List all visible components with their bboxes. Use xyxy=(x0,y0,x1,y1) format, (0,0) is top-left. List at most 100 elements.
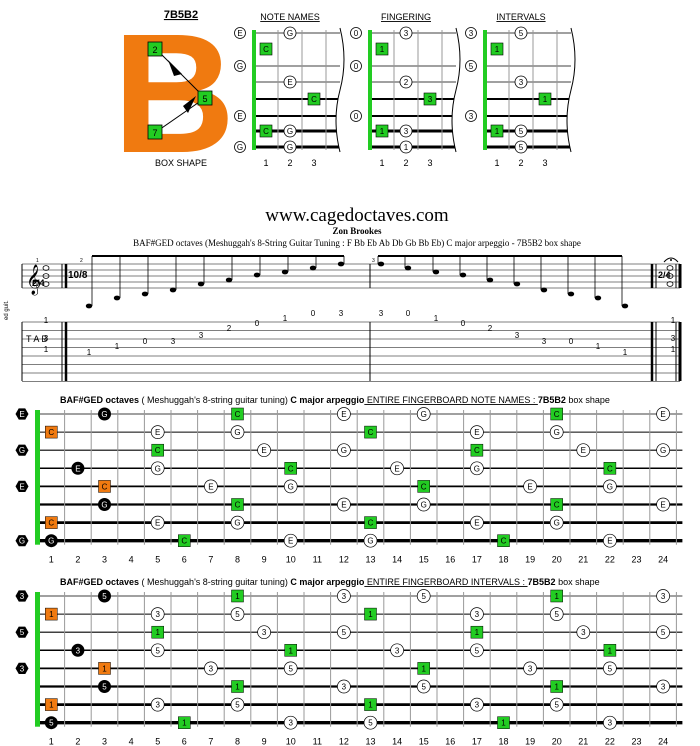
note-label: C xyxy=(48,428,54,437)
measure-number: 3 xyxy=(372,258,375,264)
title-part: C major arpeggio xyxy=(290,577,365,587)
note-label: 1 xyxy=(554,683,559,692)
tab-fret: 3 xyxy=(671,334,676,343)
open-string-marker xyxy=(15,626,29,638)
note-marker xyxy=(470,515,484,530)
note-marker xyxy=(283,479,298,494)
finger-marker xyxy=(307,92,321,106)
open-marker-label: G xyxy=(237,143,243,152)
note-label: 5 xyxy=(235,701,240,710)
note-label: E xyxy=(155,519,160,528)
note-label: 3 xyxy=(661,592,666,601)
note-marker xyxy=(576,625,591,640)
note-marker xyxy=(656,407,670,421)
note-label: G xyxy=(101,501,107,510)
fret-number: 19 xyxy=(525,555,535,565)
note-marker xyxy=(230,425,245,439)
nut xyxy=(252,30,256,150)
note-marker xyxy=(44,716,58,730)
finger-marker-label: 1 xyxy=(380,127,385,136)
root-marker xyxy=(550,407,563,421)
instrument-label: ed guit. xyxy=(4,300,10,320)
open-marker-label: G xyxy=(237,62,243,71)
finger-marker xyxy=(399,140,413,154)
title-part: BAF#GED octaves xyxy=(60,577,139,587)
small-chord-diagrams: NOTE NAMES FINGERING INTERVALS EGEGGCECC… xyxy=(234,12,576,168)
note-head xyxy=(42,265,50,271)
fret-number: 17 xyxy=(472,737,482,746)
open-marker-label: 5 xyxy=(469,62,474,71)
measure-number: 1 xyxy=(36,258,39,264)
fret-number: 2 xyxy=(403,158,408,168)
note-marker xyxy=(549,515,564,530)
open-marker xyxy=(350,60,362,72)
root-marker xyxy=(284,644,297,657)
note-label: 1 xyxy=(49,701,54,710)
tab-fret: 1 xyxy=(671,345,676,354)
tab-fret: 1 xyxy=(115,342,120,351)
note-marker xyxy=(363,533,378,548)
root-marker xyxy=(417,480,430,493)
note-marker xyxy=(549,697,564,712)
fret-number: 21 xyxy=(578,737,588,746)
fret-number: 1 xyxy=(379,158,384,168)
note-label: 1 xyxy=(554,592,559,601)
open-marker-label: 0 xyxy=(354,112,359,121)
fret-number: 5 xyxy=(155,555,160,565)
finger-marker xyxy=(283,26,297,40)
fret-number: 7 xyxy=(208,737,213,746)
fret-number: 6 xyxy=(182,737,187,746)
finger-marker xyxy=(423,92,437,106)
finger-marker xyxy=(399,75,413,89)
finger-marker xyxy=(514,26,528,40)
title-part: ( Meshuggah's 8-string guitar tuning) xyxy=(139,395,290,405)
note-label: 5 xyxy=(235,610,240,619)
note-marker xyxy=(150,425,165,439)
fret-number: 12 xyxy=(339,737,349,746)
note-head xyxy=(42,281,50,287)
tab-fret: 2 xyxy=(227,324,232,333)
finger-marker-label: 3 xyxy=(428,95,433,104)
finger-marker xyxy=(490,124,504,138)
open-marker-label: E xyxy=(237,29,242,38)
root-marker xyxy=(550,498,563,511)
note-label: 3 xyxy=(528,664,533,673)
note-label: E xyxy=(527,482,532,491)
tab-fret: 0 xyxy=(255,319,260,328)
note-label: 1 xyxy=(501,719,506,728)
fret-number: 4 xyxy=(129,737,134,746)
finger-marker xyxy=(259,124,273,138)
note-marker xyxy=(150,643,165,658)
root-marker xyxy=(603,644,617,657)
note-head xyxy=(567,291,575,297)
fret-number: 3 xyxy=(542,158,547,168)
root-marker xyxy=(231,589,244,603)
note-head xyxy=(85,303,93,309)
note-names-title: NOTE NAMES xyxy=(260,12,320,22)
note-label: E xyxy=(75,464,80,473)
note-label: 5 xyxy=(608,664,613,673)
finger-marker-label: 3 xyxy=(404,29,409,38)
open-string-marker xyxy=(15,535,29,547)
note-label: 3 xyxy=(608,719,613,728)
box-shape-marker-label: 5 xyxy=(202,94,207,104)
note-head xyxy=(666,281,674,287)
finger-marker-label: C xyxy=(263,127,269,136)
note-head xyxy=(666,265,674,271)
note-label: E xyxy=(581,446,586,455)
note-head xyxy=(594,295,602,301)
note-label: G xyxy=(421,501,427,510)
fret-number: 3 xyxy=(102,737,107,746)
tab-fret: 3 xyxy=(199,331,204,340)
tab-fret: 1 xyxy=(623,348,628,357)
finger-marker-label: 1 xyxy=(495,45,500,54)
open-marker-label: 3 xyxy=(469,112,474,121)
note-label: G xyxy=(554,428,560,437)
note-marker xyxy=(549,607,564,621)
fingerboard-note-names: BAF#GED octaves ( Meshuggah's 8-string g… xyxy=(15,395,683,565)
note-label: 5 xyxy=(342,628,347,637)
box-shape-letter: B xyxy=(113,0,236,189)
note-label: C xyxy=(288,464,294,473)
note-label: G xyxy=(288,482,294,491)
